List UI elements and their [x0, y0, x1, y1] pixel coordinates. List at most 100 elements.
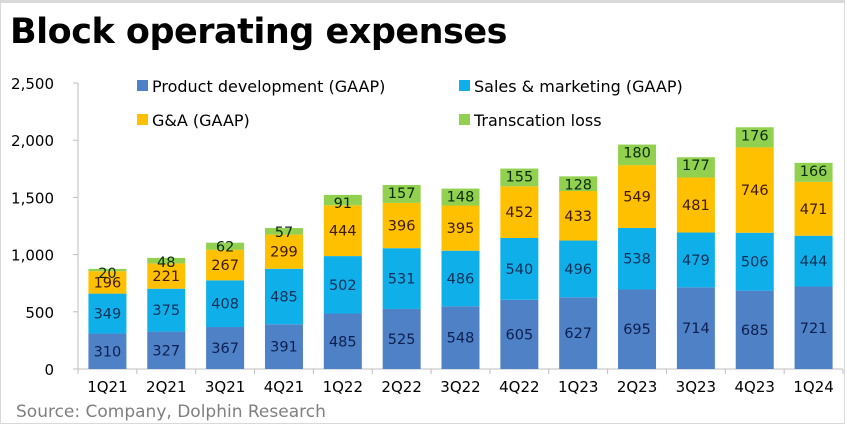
data-label: 196 — [94, 275, 122, 291]
x-tick-label: 2Q22 — [381, 378, 421, 396]
y-tick-label: 1,500 — [11, 189, 54, 207]
data-label: 496 — [564, 262, 592, 278]
data-label: 695 — [623, 322, 651, 338]
data-label: 57 — [275, 225, 293, 241]
bar-segment — [147, 263, 186, 289]
bar-segment — [264, 234, 303, 269]
bar-segment — [323, 256, 362, 314]
bar-stack — [794, 162, 833, 369]
bar-segment — [264, 268, 303, 325]
x-tick-label: 2Q21 — [146, 378, 186, 396]
bar-segment — [206, 242, 245, 250]
chart-title: Block operating expenses — [10, 12, 507, 52]
bar-segment — [382, 184, 421, 203]
legend-swatch — [137, 114, 148, 125]
data-label: 627 — [564, 326, 592, 342]
data-label: 481 — [682, 198, 710, 214]
bar-segment — [441, 250, 480, 307]
legend-label: Product development (GAAP) — [152, 77, 385, 96]
x-tick-label: 2Q23 — [617, 378, 657, 396]
legend-label: G&A (GAAP) — [152, 111, 250, 130]
data-label: 549 — [623, 190, 651, 206]
data-label: 479 — [682, 253, 710, 269]
bar-segment — [500, 186, 539, 239]
data-label: 91 — [334, 196, 352, 212]
bar-segment — [264, 324, 303, 369]
data-label: 531 — [388, 272, 416, 288]
data-label: 327 — [152, 343, 180, 359]
bar-stack — [441, 188, 480, 369]
bar-segment — [735, 147, 774, 233]
data-label: 433 — [564, 209, 592, 225]
data-label: 375 — [152, 303, 180, 319]
x-tick-label: 4Q23 — [735, 378, 775, 396]
bar-stack — [88, 268, 127, 369]
data-label: 471 — [800, 202, 828, 218]
data-label: 485 — [329, 334, 357, 350]
data-label: 221 — [152, 269, 180, 285]
data-label: 166 — [800, 164, 828, 180]
bar-segment — [441, 205, 480, 251]
y-tick-label: 2,000 — [11, 132, 54, 150]
x-tick-label: 1Q24 — [793, 378, 833, 396]
bar-stack — [676, 157, 715, 369]
legend: Product development (GAAP) Sales & market… — [137, 77, 683, 130]
bar-stack — [264, 228, 303, 369]
data-label: 452 — [506, 205, 534, 221]
x-tick-label: 4Q21 — [264, 378, 304, 396]
bar-segment — [618, 227, 657, 290]
data-label: 444 — [329, 224, 357, 240]
bar-segment — [382, 202, 421, 249]
data-label: 502 — [329, 278, 357, 294]
data-label: 62 — [216, 240, 234, 256]
legend-item: Transcation loss — [459, 111, 602, 130]
data-label: 685 — [741, 323, 769, 339]
bar-stack — [382, 184, 421, 369]
bar-segment — [559, 176, 598, 191]
data-label: 395 — [447, 221, 475, 237]
bar-segment — [735, 127, 774, 148]
data-label: 128 — [564, 177, 592, 193]
bar-segment — [323, 194, 362, 206]
data-label: 176 — [741, 128, 769, 144]
bar-segment — [618, 144, 657, 166]
data-label: 714 — [682, 321, 710, 337]
data-label: 148 — [447, 190, 475, 206]
bar-segment — [735, 290, 774, 369]
bar-segment — [206, 249, 245, 281]
data-label: 299 — [270, 245, 298, 261]
bar-segment — [618, 165, 657, 228]
data-label: 486 — [447, 272, 475, 288]
x-tick-label: 4Q22 — [499, 378, 539, 396]
bar-segment — [559, 240, 598, 298]
data-label: 157 — [388, 186, 416, 202]
legend-item: Sales & marketing (GAAP) — [459, 77, 683, 96]
axes: 0 500 1,000 1,500 2,000 2,500 1Q21 2Q21 3Q21 4Q21… — [11, 75, 844, 396]
bar-segment — [676, 157, 715, 178]
bars — [88, 127, 833, 369]
bar-segment — [441, 306, 480, 369]
y-tick-label: 0 — [44, 361, 54, 379]
bar-segment — [794, 181, 833, 236]
bar-segment — [147, 331, 186, 369]
legend-swatch — [137, 80, 148, 91]
data-label: 746 — [741, 183, 769, 199]
legend-label: Transcation loss — [473, 111, 602, 130]
y-tick-label: 500 — [25, 304, 54, 322]
bar-segment — [88, 333, 127, 369]
bar-segment — [382, 248, 421, 309]
bar-segment — [735, 232, 774, 291]
data-label: 525 — [388, 332, 416, 348]
data-label: 408 — [211, 297, 239, 313]
data-label: 155 — [506, 170, 534, 186]
bar-segment — [147, 288, 186, 332]
data-label: 367 — [211, 341, 239, 357]
x-tick-label: 3Q22 — [440, 378, 480, 396]
data-label: 349 — [94, 307, 122, 323]
bar-segment — [88, 268, 127, 272]
bar-stack — [147, 257, 186, 369]
bar-stack — [206, 242, 245, 369]
data-label: 605 — [506, 327, 534, 343]
